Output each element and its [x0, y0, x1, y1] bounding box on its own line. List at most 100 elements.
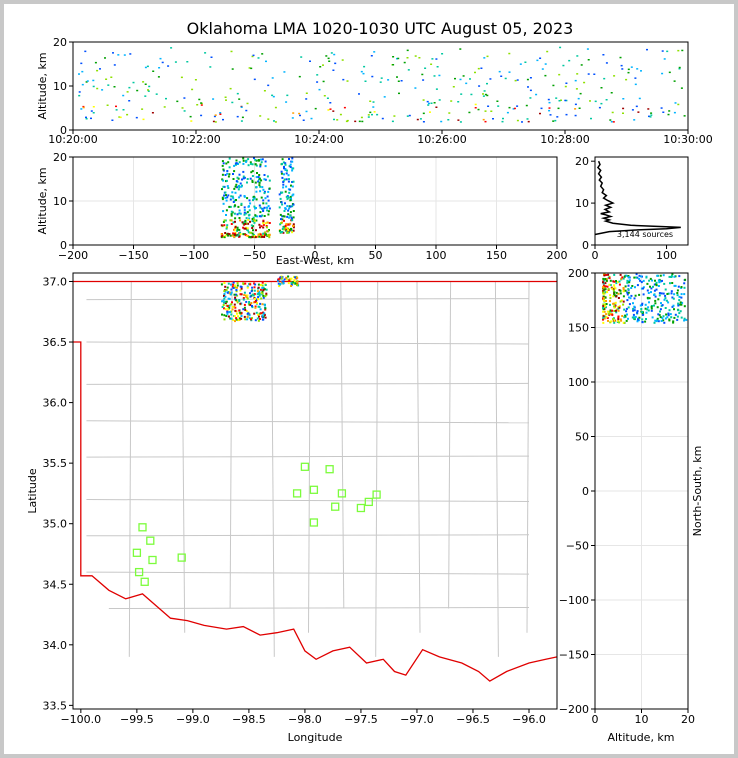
east-west-source	[222, 168, 225, 171]
east-west-source	[238, 186, 241, 189]
time-height-source	[562, 64, 565, 67]
plan-view-source	[233, 303, 236, 306]
east-west-source	[291, 181, 294, 183]
time-height-source	[219, 113, 222, 115]
time-height-source	[190, 120, 193, 122]
time-height-source	[364, 80, 367, 82]
plan-view-source	[250, 302, 253, 304]
plan-view-source	[293, 275, 295, 278]
time-height-source	[634, 83, 637, 86]
time-height-source	[474, 103, 477, 106]
north-south-source	[659, 274, 662, 277]
north-south-source	[615, 295, 618, 298]
time-height-source	[115, 105, 117, 108]
plan-view-source	[243, 306, 246, 309]
north-south-source	[681, 301, 684, 304]
north-south-source	[626, 281, 629, 284]
plan-view-source	[236, 312, 238, 315]
north-south-source	[607, 273, 610, 276]
north-south-source	[602, 282, 605, 285]
time-tick-label: 10:28:00	[540, 133, 589, 146]
plan-view-source	[231, 305, 234, 308]
plan-view-source	[264, 307, 267, 310]
plan-view-source	[288, 279, 291, 282]
east-west-source	[248, 236, 251, 238]
time-height-source	[564, 85, 567, 88]
time-height-source	[574, 108, 577, 110]
figure-title: Oklahoma LMA 1020-1030 UTC August 05, 20…	[187, 19, 574, 38]
time-height-source	[92, 85, 95, 88]
altitude-tick-label: 10	[53, 195, 67, 208]
time-height-source	[650, 112, 653, 114]
time-height-source	[407, 69, 410, 71]
time-height-source	[259, 115, 262, 117]
east-west-source	[237, 177, 240, 180]
east-west-source	[254, 214, 257, 217]
time-height-source	[469, 78, 471, 80]
north-south-source	[602, 277, 605, 280]
time-height-source	[613, 75, 616, 77]
east-west-source	[255, 176, 258, 179]
east-west-source	[283, 228, 286, 231]
east-west-source	[221, 178, 224, 181]
plan-view-xlabel: Longitude	[288, 731, 343, 744]
time-height-source	[603, 77, 606, 80]
east-west-source	[256, 172, 258, 174]
east-west-source	[281, 218, 284, 221]
east-west-source	[288, 178, 290, 181]
north-south-source	[626, 299, 629, 302]
time-height-source	[200, 102, 203, 104]
plan-view-source	[230, 313, 233, 316]
east-west-source	[288, 165, 291, 168]
plan-view-ticks: −100.0 −99.5 −99.0 −98.5 −98.0 −97.5 −97.0 −96.…	[43, 275, 546, 726]
plan-view-source	[254, 283, 257, 286]
east-west-source	[282, 226, 285, 229]
east-west-source	[225, 227, 228, 230]
north-south-source	[674, 275, 677, 278]
time-height-source	[236, 115, 239, 118]
east-west-source	[287, 188, 290, 191]
station-marker	[372, 490, 381, 499]
east-west-source	[255, 159, 258, 162]
time-height-source	[482, 95, 485, 97]
plan-view-source	[235, 299, 238, 302]
north-south-source	[633, 317, 636, 320]
east-west-source	[251, 225, 254, 228]
east-west-source	[222, 185, 225, 188]
time-height-source	[373, 111, 376, 113]
east-west-source	[247, 231, 250, 234]
east-west-source	[243, 221, 246, 224]
plan-view-source	[224, 302, 227, 305]
east-west-source	[243, 223, 246, 226]
time-height-source	[504, 77, 507, 80]
east-west-source	[243, 227, 246, 230]
east-west-source	[252, 199, 254, 202]
plan-view-source	[257, 313, 260, 316]
east-west-source	[290, 184, 292, 187]
histogram-frame	[594, 156, 689, 246]
east-west-source	[258, 223, 261, 226]
ns-tick-label: −200	[559, 703, 589, 716]
time-height-source	[379, 81, 382, 83]
time-height-source	[336, 119, 339, 121]
north-south-source	[671, 296, 674, 299]
east-west-source	[251, 218, 254, 220]
plan-view-source	[246, 285, 249, 288]
time-height-source	[165, 97, 167, 100]
north-south-source	[683, 282, 686, 285]
east-west-source	[279, 213, 282, 216]
plan-view-source	[227, 315, 230, 318]
north-south-source	[637, 318, 639, 321]
station-marker	[146, 536, 155, 545]
plan-view-source	[239, 289, 242, 292]
east-west-source	[242, 177, 245, 180]
east-west-source	[264, 222, 267, 225]
time-height-source	[230, 50, 233, 53]
north-south-source	[673, 284, 676, 287]
plan-view-source	[253, 301, 256, 304]
time-height-source	[508, 71, 511, 73]
plan-view-source	[246, 297, 249, 300]
time-height-source	[372, 106, 375, 108]
station-marker	[292, 489, 302, 498]
east-west-source	[259, 165, 262, 168]
